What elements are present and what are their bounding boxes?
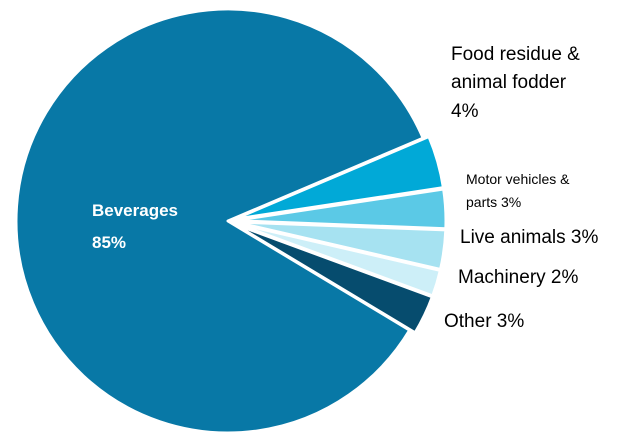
pie-slice-other — [231, 222, 434, 335]
label-food-residue-line2: animal fodder — [451, 72, 567, 93]
pie-slice-beverages — [14, 7, 425, 433]
label-beverages-percent: 85% — [92, 233, 126, 252]
label-machinery: Machinery 2% — [458, 267, 578, 288]
slice-labels: Beverages 85% Food residue & animal fodd… — [92, 44, 598, 332]
label-beverages-name: Beverages — [92, 201, 178, 220]
label-live-animals: Live animals 3% — [460, 227, 598, 248]
label-food-residue-line1: Food residue & — [451, 44, 580, 65]
label-food-residue-percent: 4% — [451, 101, 479, 122]
pie-slices — [14, 7, 448, 433]
label-motor-vehicles-line1: Motor vehicles & — [466, 171, 570, 187]
label-other: Other 3% — [444, 311, 524, 332]
label-motor-vehicles-line2: parts 3% — [466, 194, 521, 210]
